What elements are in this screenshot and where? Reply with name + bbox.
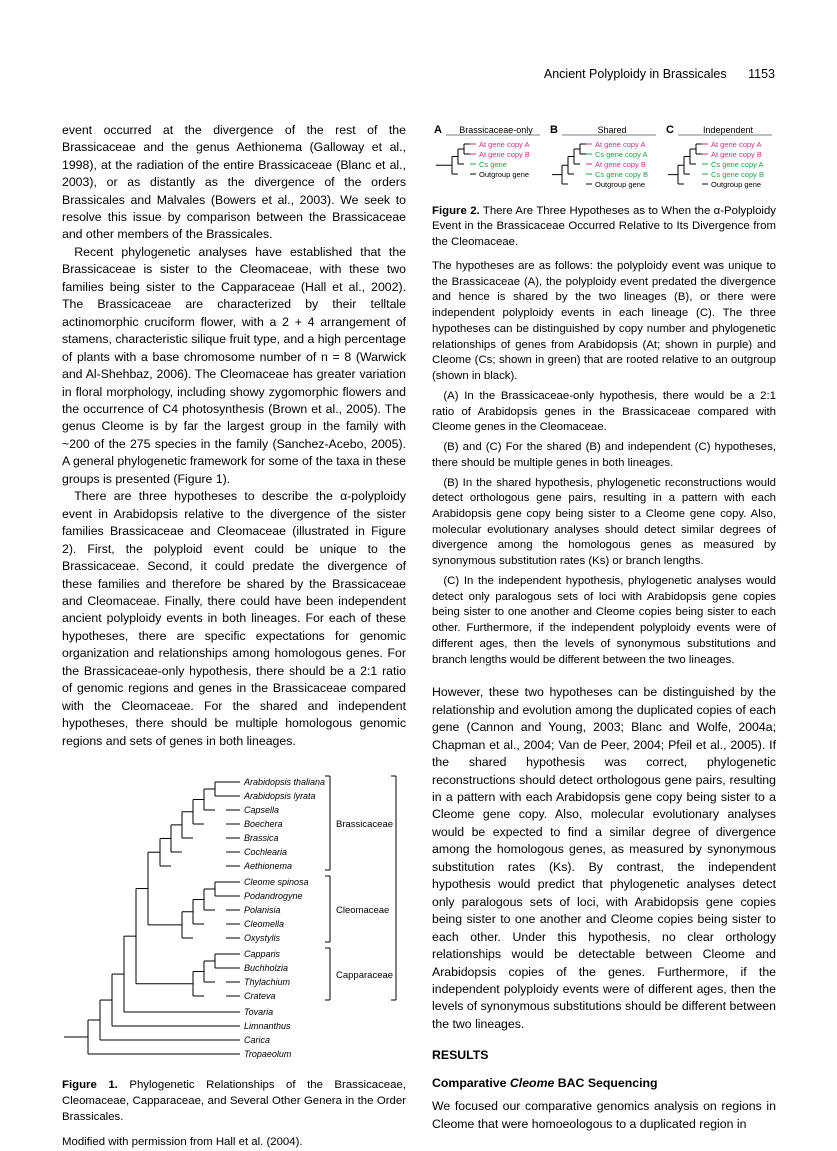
svg-text:Cleomella: Cleomella bbox=[244, 919, 284, 929]
svg-text:At gene copy A: At gene copy A bbox=[479, 140, 529, 149]
right-para-1: However, these two hypotheses can be dis… bbox=[432, 684, 776, 1033]
svg-text:Crateva: Crateva bbox=[244, 991, 276, 1001]
left-para-2: Recent phylogenetic analyses have establ… bbox=[62, 244, 406, 488]
svg-text:Boechera: Boechera bbox=[244, 819, 283, 829]
svg-text:At gene copy B: At gene copy B bbox=[479, 150, 530, 159]
subsection-heading: Comparative Cleome BAC Sequencing bbox=[432, 1075, 776, 1092]
svg-text:Cs gene: Cs gene bbox=[479, 160, 507, 169]
svg-text:Brassicales: Brassicales bbox=[403, 864, 406, 913]
results-heading: RESULTS bbox=[432, 1047, 776, 1064]
svg-text:Arabidopsis lyrata: Arabidopsis lyrata bbox=[243, 791, 316, 801]
figure-2-body-para: (A) In the Brassicaceae-only hypothesis,… bbox=[432, 389, 776, 436]
figure-2-caption-title: There Are Three Hypotheses as to When th… bbox=[432, 205, 776, 248]
svg-text:Thylachium: Thylachium bbox=[244, 977, 291, 987]
svg-text:Polanisia: Polanisia bbox=[244, 905, 281, 915]
figure-2-caption: Figure 2. There Are Three Hypotheses as … bbox=[432, 204, 776, 251]
svg-text:At gene copy B: At gene copy B bbox=[711, 150, 762, 159]
svg-text:Aethionema: Aethionema bbox=[243, 861, 292, 871]
figure-2-body-para: (B) In the shared hypothesis, phylogenet… bbox=[432, 476, 776, 570]
svg-text:Shared: Shared bbox=[597, 125, 626, 135]
figure-2-body-para: (C) In the independent hypothesis, phylo… bbox=[432, 574, 776, 668]
svg-text:At gene copy B: At gene copy B bbox=[595, 160, 646, 169]
figure-1-credit: Modified with permission from Hall et al… bbox=[62, 1135, 406, 1151]
figure-2: ABrassicaceae-onlyAt gene copy AAt gene … bbox=[432, 122, 776, 194]
svg-text:Tropaeolum: Tropaeolum bbox=[244, 1049, 292, 1059]
svg-text:Oxystylis: Oxystylis bbox=[244, 933, 281, 943]
svg-text:Capparaceae: Capparaceae bbox=[336, 970, 393, 981]
svg-text:Outgroup gene: Outgroup gene bbox=[479, 170, 529, 179]
left-para-3: There are three hypotheses to describe t… bbox=[62, 488, 406, 750]
svg-text:Brassicaceae-only: Brassicaceae-only bbox=[459, 125, 533, 135]
page-number: 1153 bbox=[748, 67, 775, 81]
svg-text:At gene copy A: At gene copy A bbox=[595, 140, 645, 149]
svg-text:Brassica: Brassica bbox=[244, 833, 279, 843]
svg-text:Buchholzia: Buchholzia bbox=[244, 963, 288, 973]
svg-text:C: C bbox=[666, 124, 674, 136]
svg-text:Outgroup gene: Outgroup gene bbox=[595, 180, 645, 189]
running-header: Ancient Polyploidy in Brassicales 1153 bbox=[62, 66, 775, 84]
figure-2-body: The hypotheses are as follows: the polyp… bbox=[432, 259, 776, 668]
figure-2-body-para: The hypotheses are as follows: the polyp… bbox=[432, 259, 776, 385]
svg-text:Cs gene copy B: Cs gene copy B bbox=[711, 170, 764, 179]
svg-text:Cs gene copy A: Cs gene copy A bbox=[711, 160, 764, 169]
svg-text:Cochlearia: Cochlearia bbox=[244, 847, 287, 857]
figure-1: Arabidopsis thaliana Arabidopsis lyrata Ca… bbox=[62, 768, 406, 1151]
figure-1-label: Figure 1. bbox=[62, 1079, 118, 1091]
figure-1-caption: Figure 1. Phylogenetic Relationships of … bbox=[62, 1078, 406, 1125]
svg-text:A: A bbox=[434, 124, 442, 136]
svg-text:Capsella: Capsella bbox=[244, 805, 279, 815]
right-column: ABrassicaceae-onlyAt gene copy AAt gene … bbox=[432, 122, 776, 1151]
svg-text:At gene copy A: At gene copy A bbox=[711, 140, 761, 149]
svg-text:Carica: Carica bbox=[244, 1035, 270, 1045]
header-title: Ancient Polyploidy in Brassicales bbox=[544, 67, 727, 81]
svg-text:Cs gene copy B: Cs gene copy B bbox=[595, 170, 648, 179]
svg-text:Independent: Independent bbox=[703, 125, 754, 135]
svg-text:Limnanthus: Limnanthus bbox=[244, 1021, 291, 1031]
svg-text:Cleome spinosa: Cleome spinosa bbox=[244, 877, 309, 887]
svg-text:B: B bbox=[550, 124, 558, 136]
svg-text:Tovaria: Tovaria bbox=[244, 1007, 273, 1017]
figure-2-label: Figure 2. bbox=[432, 205, 480, 217]
svg-text:Cleomaceae: Cleomaceae bbox=[336, 905, 389, 916]
right-para-2: We focused our comparative genomics anal… bbox=[432, 1098, 776, 1133]
svg-text:Capparis: Capparis bbox=[244, 949, 281, 959]
figure-2-body-para: (B) and (C) For the shared (B) and indep… bbox=[432, 440, 776, 471]
svg-text:Podandrogyne: Podandrogyne bbox=[244, 891, 303, 901]
svg-text:Outgroup gene: Outgroup gene bbox=[711, 180, 761, 189]
left-para-1: event occurred at the divergence of the … bbox=[62, 122, 406, 244]
left-column: event occurred at the divergence of the … bbox=[62, 122, 406, 1151]
figure-1-tree-svg: Arabidopsis thaliana Arabidopsis lyrata Ca… bbox=[62, 768, 406, 1068]
svg-text:Brassicaceae: Brassicaceae bbox=[336, 819, 393, 830]
svg-text:Cs gene copy A: Cs gene copy A bbox=[595, 150, 648, 159]
figure-2-panels-svg: ABrassicaceae-onlyAt gene copy AAt gene … bbox=[432, 122, 776, 194]
svg-text:Arabidopsis thaliana: Arabidopsis thaliana bbox=[243, 777, 325, 787]
